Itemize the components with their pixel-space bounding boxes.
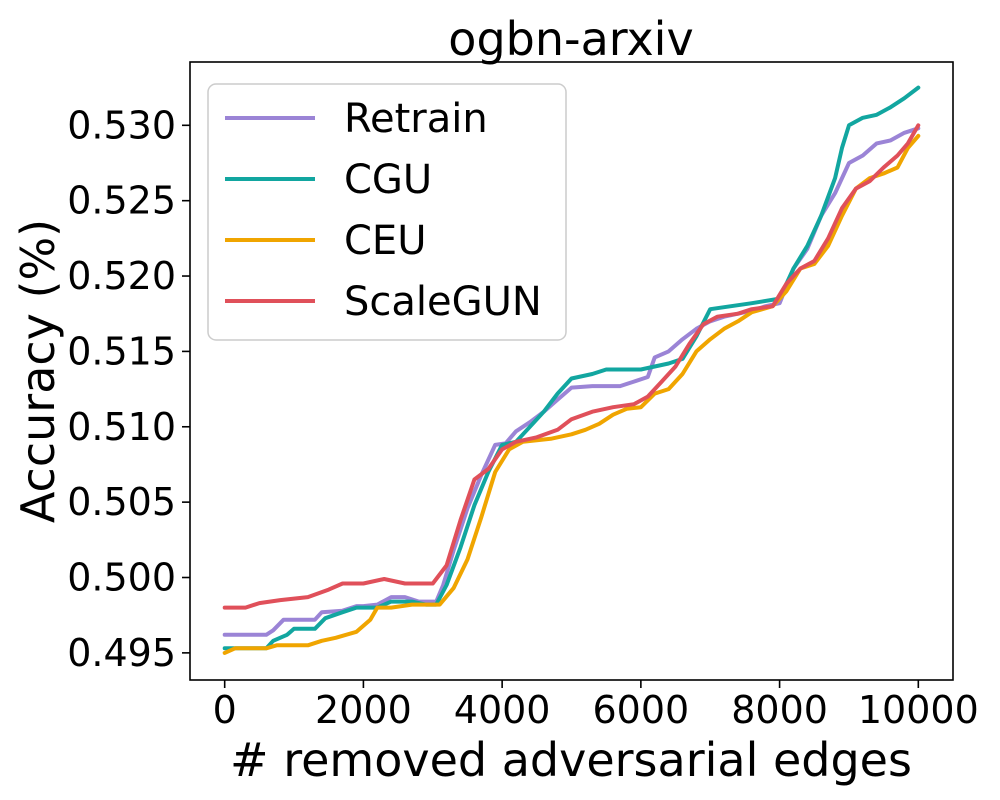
x-tick-label: 4000 [454,688,551,732]
series-line-cgu [222,85,921,651]
x-tick-label: 0 [213,688,237,732]
y-tick-label: 0.520 [67,254,176,298]
y-tick-label: 0.530 [67,103,176,147]
y-tick-label: 0.500 [67,556,176,600]
legend-label: CGU [344,157,432,203]
y-tick-label: 0.525 [67,179,176,223]
y-axis-label: Accuracy (%) [11,219,65,523]
series-line-ceu [222,133,921,655]
legend-box [207,83,567,341]
x-tick-label: 10000 [858,688,979,732]
chart-title: ogbn-arxiv [448,12,693,66]
legend: Retrain CGU CEU ScaleGUN [207,83,567,341]
x-tick-label: 8000 [731,688,828,732]
x-axis: 0 2000 4000 6000 8000 10000 [213,680,979,732]
y-tick-label: 0.510 [67,405,176,449]
y-tick-label: 0.515 [67,329,176,373]
x-axis-label: # removed adversarial edges [230,733,912,787]
legend-label: ScaleGUN [344,279,542,325]
y-axis: 0.495 0.500 0.505 0.510 0.515 0.520 0.525 0.530 [67,103,190,675]
data-lines [222,85,921,655]
legend-label: CEU [344,218,426,264]
legend-label: Retrain [344,96,488,142]
y-tick-label: 0.495 [67,631,176,675]
series-line-scalegun [222,123,921,610]
x-tick-label: 6000 [593,688,690,732]
y-tick-label: 0.505 [67,480,176,524]
x-tick-label: 2000 [315,688,412,732]
